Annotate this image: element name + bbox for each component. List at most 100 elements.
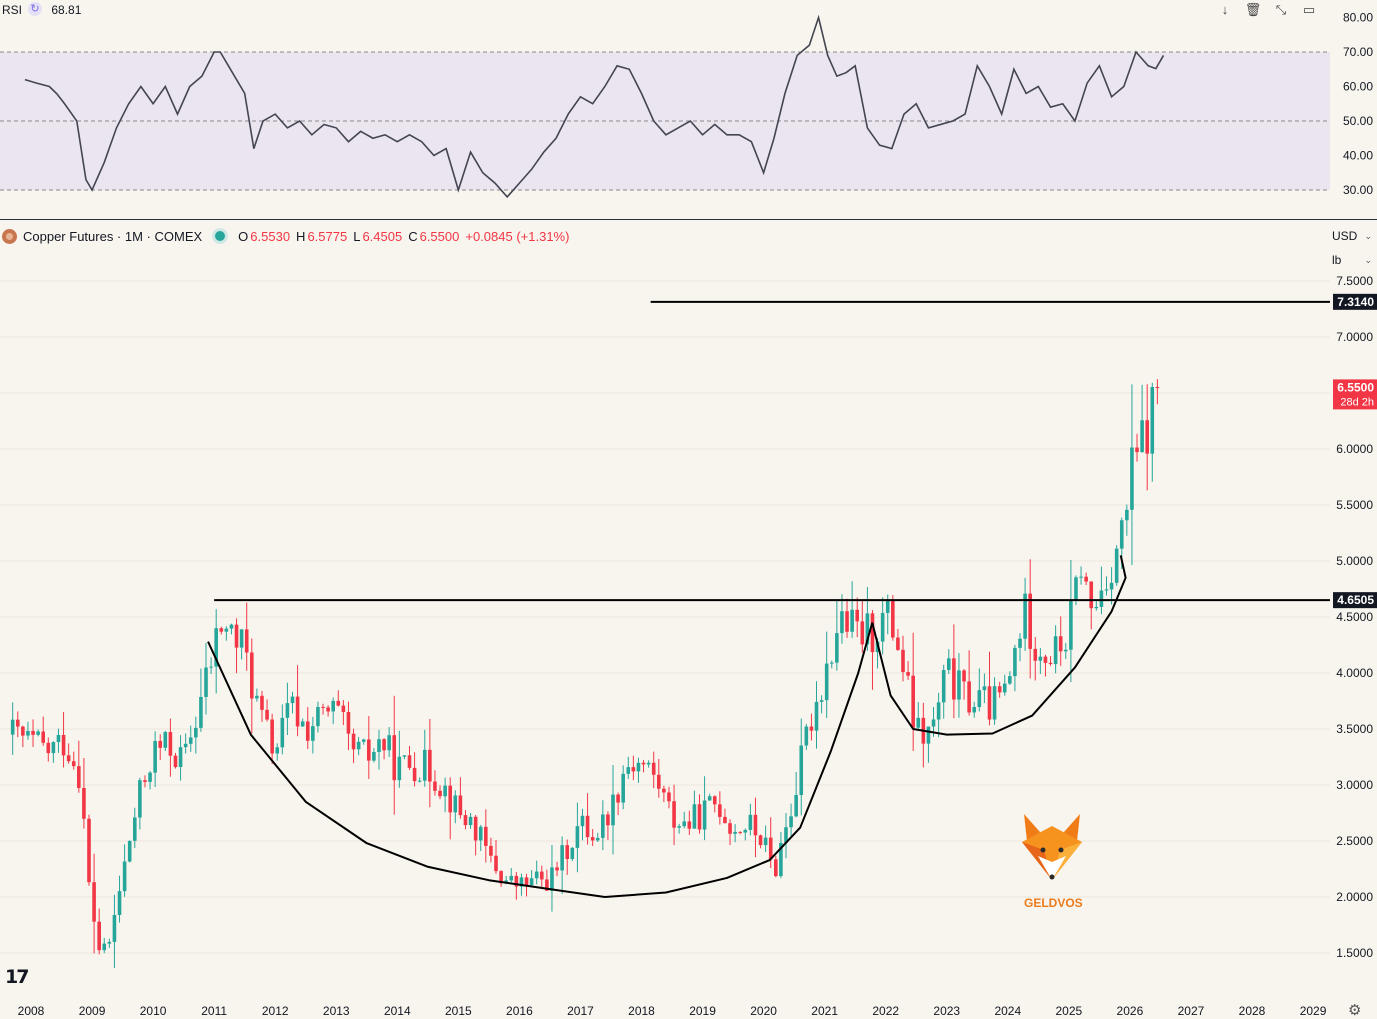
candle-body <box>718 804 722 817</box>
candle-body <box>687 821 692 829</box>
time-tick-label: 2021 <box>811 1004 838 1018</box>
unit-select[interactable]: lb ⌄ <box>1332 250 1376 270</box>
arrow-down-icon[interactable]: ↓ <box>1221 2 1229 17</box>
gear-icon[interactable]: ⚙ <box>1348 1002 1362 1019</box>
chevron-down-icon: ⌄ <box>1364 255 1372 265</box>
time-tick-label: 2019 <box>689 1004 716 1018</box>
candle-body <box>814 701 819 731</box>
candle-body <box>1002 683 1007 693</box>
candle-body <box>595 837 600 841</box>
price-label-countdown: 28d 2h <box>1340 396 1374 408</box>
candle-body <box>183 743 188 748</box>
symbol-title[interactable]: Copper Futures · 1M · COMEX <box>23 228 203 244</box>
candle-body <box>270 719 274 754</box>
chevron-down-icon: ⌄ <box>1364 231 1372 241</box>
candle-body <box>305 721 310 741</box>
time-tick-label: 2013 <box>323 1004 350 1018</box>
time-tick-label: 2008 <box>18 1004 45 1018</box>
price-tick-label: 3.0000 <box>1336 778 1373 792</box>
candle-body <box>356 741 361 750</box>
candle-body <box>651 762 656 775</box>
candle-body <box>865 613 870 645</box>
price-label-box <box>1333 379 1377 410</box>
price-label-box <box>1333 293 1377 310</box>
candle-body <box>840 611 844 634</box>
candle-body <box>46 742 51 754</box>
candle-body <box>61 734 66 756</box>
candle-body <box>239 629 244 648</box>
candle-body <box>382 739 386 751</box>
price-tick-label: 2.5000 <box>1336 834 1373 848</box>
candle-body <box>702 800 707 830</box>
candle-body <box>952 658 956 700</box>
high-value: 6.5775 <box>307 228 348 244</box>
candle-body <box>601 814 605 838</box>
rsi-tick-label: 50.00 <box>1343 114 1373 128</box>
candle-body <box>122 861 127 892</box>
candle-body <box>550 867 554 891</box>
candle-body <box>1140 420 1144 453</box>
rsi-tick-label: 60.00 <box>1343 80 1373 94</box>
candle-body <box>326 707 330 712</box>
candle-body <box>1125 509 1129 521</box>
candle-body <box>336 700 341 706</box>
candle-body <box>967 681 971 713</box>
candle-body <box>621 773 625 803</box>
tradingview-logo[interactable]: 17 <box>5 966 29 988</box>
rsi-settings-icon[interactable]: ↻ <box>28 2 42 16</box>
candle-body <box>860 621 865 645</box>
candle-body <box>1130 447 1134 510</box>
trash-icon[interactable]: 🗑 <box>1244 2 1262 17</box>
candle-body <box>1104 589 1109 591</box>
candle-body <box>845 611 849 632</box>
candle-body <box>646 762 651 765</box>
close-label: C <box>408 228 418 244</box>
candle-body <box>804 726 809 746</box>
candle-body <box>10 719 15 735</box>
candle-body <box>56 734 61 743</box>
candle-body <box>1048 662 1053 665</box>
rsi-panel-tools: ↓ 🗑 ⤡ ▭ <box>1215 1 1319 19</box>
candle-body <box>422 749 427 781</box>
candle-body <box>957 670 961 700</box>
candle-body <box>204 667 208 697</box>
price-tick-label: 1.5000 <box>1336 946 1373 960</box>
candle-body <box>346 712 351 734</box>
candle-body <box>478 826 483 841</box>
candle-body <box>738 831 742 833</box>
open-label: O <box>238 228 249 244</box>
low-label: L <box>353 228 361 244</box>
candle-body <box>331 700 335 712</box>
candle-body <box>977 690 982 708</box>
candle-body <box>906 672 910 676</box>
candle-body <box>443 785 447 797</box>
collapse-icon[interactable]: ⤡ <box>1275 2 1287 17</box>
candle-body <box>697 804 702 830</box>
candle-body <box>992 686 997 720</box>
candle-body <box>575 826 580 848</box>
candle-body <box>631 767 636 772</box>
rsi-label[interactable]: RSI <box>2 3 23 17</box>
time-tick-label: 2014 <box>384 1004 411 1018</box>
candle-body <box>616 794 620 803</box>
rsi-header: RSI ↻ 68.81 <box>2 2 81 17</box>
candle-body <box>214 628 218 667</box>
candle-body <box>15 719 20 727</box>
candle-body <box>1013 647 1017 677</box>
currency-select[interactable]: USD ⌄ <box>1332 226 1376 246</box>
price-label-box <box>1333 592 1377 609</box>
candle-body <box>880 612 885 642</box>
maximize-icon[interactable]: ▭ <box>1302 2 1316 17</box>
candle-body <box>494 855 498 872</box>
candle-body <box>234 624 239 648</box>
candle-body <box>77 766 81 788</box>
low-value: 6.4505 <box>362 228 403 244</box>
candle-body <box>265 709 269 720</box>
candle-body <box>667 792 671 802</box>
candle-body <box>891 600 895 638</box>
candle-body <box>417 780 422 782</box>
candle-body <box>936 702 941 720</box>
time-tick-label: 2010 <box>140 1004 167 1018</box>
candle-body <box>758 835 763 846</box>
